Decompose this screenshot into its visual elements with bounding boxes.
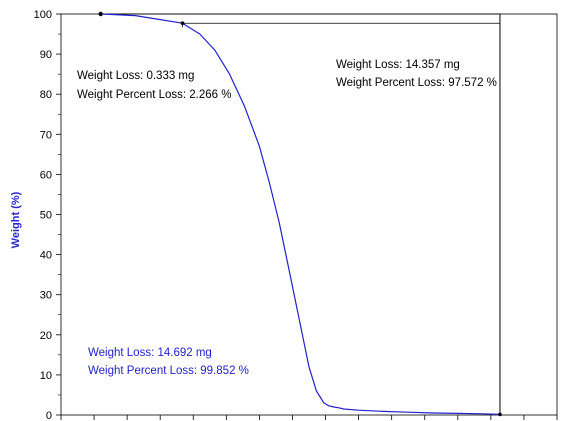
annotation-step1-line2: Weight Percent Loss: 2.266 % (77, 89, 232, 101)
annotation-total-line1: Weight Loss: 14.692 mg (88, 347, 212, 359)
y-tick-label-80: 80 (40, 89, 52, 101)
x-axis-ticks (60, 415, 558, 420)
end-marker-dot (498, 412, 502, 417)
annotation-total-line2: Weight Percent Loss: 99.852 % (88, 365, 249, 377)
start-marker-dot (98, 11, 103, 17)
y-tick-label-70: 70 (40, 129, 52, 141)
y-tick-label-30: 30 (40, 290, 52, 302)
annotation-step1-line1: Weight Loss: 0.333 mg (77, 70, 194, 82)
step-brackets (100, 13, 501, 415)
y-tick-label-50: 50 (40, 210, 52, 222)
y-tick-label-20: 20 (40, 330, 52, 342)
y-tick-label-100: 100 (34, 9, 52, 21)
step1-marker-dot (180, 21, 185, 26)
y-axis-ticks: 0 10 20 30 40 50 60 70 80 90 100 (34, 9, 61, 421)
y-axis-label: Weight (%) (10, 191, 22, 248)
annotation-step2-line2: Weight Percent Loss: 97.572 % (336, 77, 497, 89)
y-tick-label-10: 10 (40, 370, 52, 382)
y-tick-label-90: 90 (40, 49, 52, 61)
annotation-step2-line1: Weight Loss: 14.357 mg (336, 59, 460, 71)
y-tick-label-60: 60 (40, 169, 52, 181)
y-tick-label-0: 0 (46, 410, 52, 421)
y-tick-label-40: 40 (40, 250, 52, 262)
marker-dots (98, 11, 502, 417)
series-group (100, 13, 501, 415)
series-line-0 (100, 13, 501, 415)
